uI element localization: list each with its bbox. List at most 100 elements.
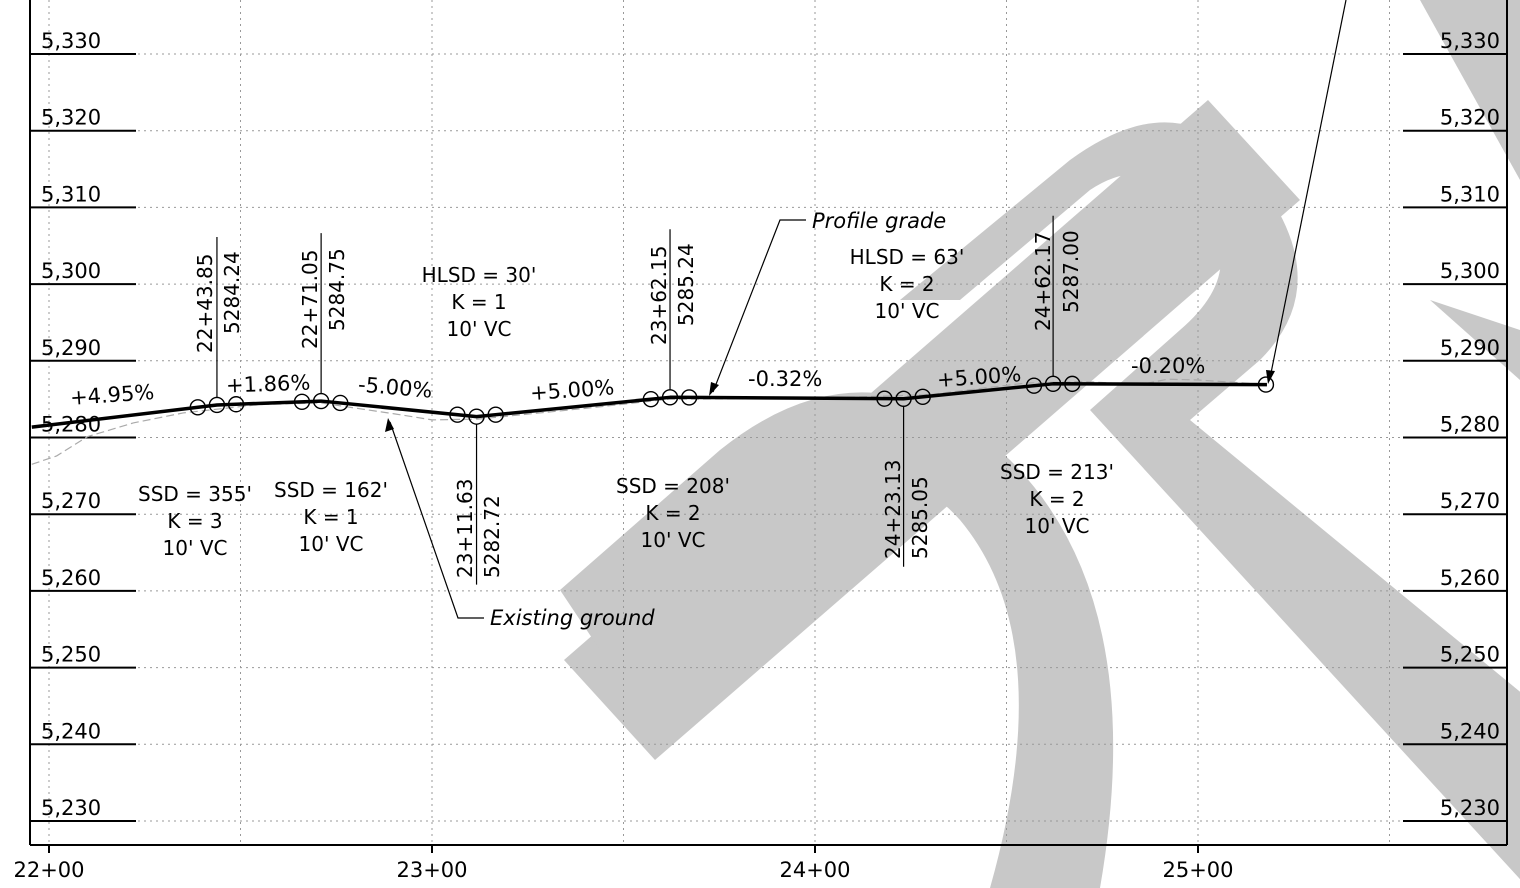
curve-length: 10' VC (447, 317, 512, 341)
curve-sight-distance: SSD = 208' (616, 474, 730, 498)
grade-label: +1.86% (226, 371, 311, 398)
vpi-station-label: 22+43.85 (193, 254, 217, 353)
vertical-curve-markers (189, 215, 1275, 585)
profile-grade-path (31, 382, 1267, 429)
curve-sight-distance: SSD = 162' (274, 478, 388, 502)
elevation-label-left: 5,270 (41, 489, 101, 513)
grade-label: +5.00% (936, 362, 1022, 392)
curve-sight-distance: SSD = 213' (1000, 460, 1114, 484)
station-label: 23+00 (396, 858, 467, 882)
elevation-label-left: 5,260 (41, 566, 101, 590)
curve-info-block: SSD = 355' K = 3 10' VC (138, 482, 252, 560)
elevation-label-right: 5,270 (1440, 489, 1500, 513)
curve-k-value: K = 3 (167, 509, 222, 533)
existing-ground-path (31, 378, 1267, 465)
curve-info-blocks: SSD = 355' K = 3 10' VC SSD = 162' K = 1… (138, 245, 1114, 560)
existing-ground-line (31, 378, 1267, 465)
curve-point-circle (680, 389, 698, 406)
curve-point-circle (914, 388, 931, 406)
curve-point-circle (227, 396, 245, 413)
elevation-label-right: 5,250 (1440, 643, 1500, 667)
grade-labels: +4.95% +1.86% -5.00% +5.00% -0.32% +5.00… (69, 354, 1205, 410)
curve-k-value: K = 2 (879, 272, 934, 296)
curve-length: 10' VC (163, 536, 228, 560)
curve-length: 10' VC (299, 532, 364, 556)
elevation-label-right: 5,230 (1440, 796, 1500, 820)
vpi-elevation-label: 5282.72 (480, 495, 504, 578)
elevation-label-left: 5,310 (41, 182, 101, 206)
grid (30, 0, 1507, 845)
vpi-elevation-label: 5287.00 (1059, 230, 1083, 313)
callout-leader (712, 219, 806, 393)
grade-label: -0.32% (748, 367, 822, 391)
profile-grade-callout: Profile grade (709, 209, 946, 396)
callout-leader (1269, 0, 1347, 379)
end-point-callout (1266, 0, 1347, 384)
elevation-label-right: 5,280 (1440, 413, 1500, 437)
elevation-label-left: 5,300 (41, 259, 101, 283)
curve-sight-distance: HLSD = 30' (422, 263, 537, 287)
curve-info-block: SSD = 213' K = 2 10' VC (1000, 460, 1114, 538)
elevation-label-left: 5,230 (41, 796, 101, 820)
watermark (560, 0, 1520, 888)
callout-leader (389, 421, 484, 619)
curve-k-value: K = 2 (645, 501, 700, 525)
elevation-label-left: 5,330 (41, 29, 101, 53)
station-label: 25+00 (1162, 858, 1233, 882)
grade-label: +4.95% (69, 380, 155, 410)
curve-length: 10' VC (1025, 514, 1090, 538)
vpi-labels: 22+43.85 5284.24 22+71.05 5284.75 23+11.… (193, 230, 1083, 578)
curve-k-value: K = 1 (451, 290, 506, 314)
curve-length: 10' VC (641, 528, 706, 552)
existing-ground-callout: Existing ground (385, 418, 655, 630)
vpi-station-label: 23+62.15 (647, 246, 671, 345)
watermark-glyph-d-bowl (560, 392, 1114, 888)
end-point-circle (1257, 376, 1275, 393)
curve-point-circle (189, 399, 206, 416)
vpi-elevation-label: 5284.24 (220, 251, 244, 334)
arrowhead-icon (385, 418, 394, 432)
elevation-label-right: 5,310 (1440, 182, 1500, 206)
curve-sight-distance: HLSD = 63' (850, 245, 965, 269)
station-label: 22+00 (13, 858, 84, 882)
curve-point-circle (293, 393, 311, 410)
arrowhead-icon (709, 382, 719, 396)
curve-k-value: K = 2 (1029, 487, 1084, 511)
vpi-station-label: 22+71.05 (298, 250, 322, 349)
elevation-label-right: 5,260 (1440, 566, 1500, 590)
elevation-label-right: 5,330 (1440, 29, 1500, 53)
curve-sight-distance: SSD = 355' (138, 482, 252, 506)
watermark-glyph-r (900, 122, 1520, 880)
vpi-station-label: 24+23.13 (881, 460, 905, 559)
vpi-station-label: 24+62.17 (1031, 232, 1055, 331)
vpi-station-label: 23+11.63 (453, 479, 477, 578)
station-axis: 22+00 23+00 24+00 25+00 (13, 845, 1234, 882)
profile-grade-callout-text: Profile grade (812, 209, 946, 233)
curve-k-value: K = 1 (303, 505, 358, 529)
station-label: 24+00 (779, 858, 850, 882)
curve-point-circle (1064, 375, 1081, 393)
curve-info-block: HLSD = 30' K = 1 10' VC (422, 263, 537, 341)
curve-point-circle (876, 390, 893, 407)
elevation-label-left: 5,250 (41, 643, 101, 667)
arrowhead-icon (1266, 370, 1275, 384)
elevation-label-right: 5,300 (1440, 259, 1500, 283)
elevation-axis: 5,330 5,330 5,320 5,320 5,310 5,310 5,300 5,300… (30, 29, 1507, 822)
grade-label: -0.20% (1131, 354, 1205, 378)
elevation-label-right: 5,320 (1440, 106, 1500, 130)
curve-info-block: SSD = 208' K = 2 10' VC (616, 474, 730, 552)
profile-grade-line (31, 382, 1267, 429)
watermark-glyph-a (1420, 0, 1520, 180)
curve-point-circle (487, 406, 504, 423)
curve-point-circle (449, 406, 466, 423)
elevation-label-left: 5,290 (41, 336, 101, 360)
curve-point-circle (642, 391, 660, 408)
curve-point-circle (332, 394, 349, 412)
curve-point-circle (1025, 377, 1043, 394)
vpi-elevation-label: 5285.24 (674, 243, 698, 326)
existing-ground-callout-text: Existing ground (490, 606, 655, 630)
vpi-elevation-label: 5285.05 (908, 476, 932, 559)
elevation-label-left: 5,320 (41, 106, 101, 130)
curve-length: 10' VC (875, 299, 940, 323)
